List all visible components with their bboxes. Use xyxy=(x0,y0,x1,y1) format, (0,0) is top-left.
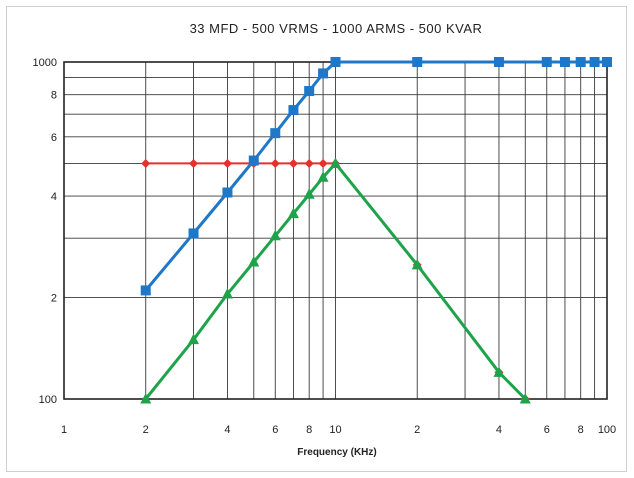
series-line xyxy=(144,161,527,401)
data-point xyxy=(412,57,423,67)
x-tick-label: 6 xyxy=(544,424,550,436)
data-point xyxy=(140,285,151,296)
x-axis: 1 10 100 2 4 6 8 2 4 6 8 xyxy=(61,424,616,436)
data-point xyxy=(304,86,315,97)
data-point xyxy=(222,158,232,168)
data-point xyxy=(519,393,531,404)
chart-frame: 33 MFD - 500 VRMS - 1000 ARMS - 500 KVAR… xyxy=(6,6,627,472)
data-point xyxy=(493,366,505,377)
data-point xyxy=(330,157,341,168)
x-axis-label: Frequency (KHz) xyxy=(297,447,376,458)
data-point xyxy=(411,258,423,270)
x-tick-label: 1 xyxy=(61,424,67,436)
data-point xyxy=(330,57,341,67)
data-point xyxy=(188,333,200,345)
data-point xyxy=(602,57,612,67)
x-tick-label: 6 xyxy=(272,424,278,436)
data-point xyxy=(269,229,281,241)
x-tick-label: 4 xyxy=(224,424,230,436)
data-point xyxy=(221,287,233,299)
x-tick-label: 100 xyxy=(598,424,616,436)
data-point xyxy=(559,57,570,67)
data-point xyxy=(270,128,281,139)
series-line xyxy=(144,60,607,292)
data-point xyxy=(140,393,152,404)
x-tick-label: 8 xyxy=(306,424,312,436)
data-point xyxy=(304,158,314,168)
chart: 33 MFD - 500 VRMS - 1000 ARMS - 500 KVAR… xyxy=(33,21,617,458)
data-point xyxy=(318,158,328,168)
series-1 xyxy=(140,57,612,296)
chart-title: 33 MFD - 500 VRMS - 1000 ARMS - 500 KVAR xyxy=(190,21,483,36)
x-tick-label: 4 xyxy=(496,424,502,436)
series-3 xyxy=(140,157,531,404)
y-tick-label: 8 xyxy=(51,90,57,102)
y-tick-label: 6 xyxy=(51,132,57,144)
data-point xyxy=(270,158,280,168)
series-layer xyxy=(140,57,612,404)
data-point xyxy=(248,155,259,166)
data-point xyxy=(248,255,260,267)
x-tick-label: 2 xyxy=(414,424,420,436)
y-axis: 100 2 4 6 8 1000 xyxy=(33,57,57,406)
data-point xyxy=(189,158,199,168)
data-point xyxy=(288,158,298,168)
data-point xyxy=(575,57,586,67)
y-tick-label: 100 xyxy=(39,394,57,406)
data-point xyxy=(317,171,329,182)
data-point xyxy=(141,158,151,168)
y-tick-label: 2 xyxy=(51,293,57,305)
grid xyxy=(64,62,607,399)
y-tick-label: 1000 xyxy=(33,57,57,69)
x-tick-label: 2 xyxy=(143,424,149,436)
data-point xyxy=(288,105,299,116)
x-tick-label: 10 xyxy=(329,424,341,436)
data-point xyxy=(493,57,504,67)
data-point xyxy=(188,228,199,239)
data-point xyxy=(222,187,233,198)
data-point xyxy=(287,207,299,219)
data-point xyxy=(589,57,600,67)
data-point xyxy=(541,57,552,67)
data-point xyxy=(303,188,315,199)
x-tick-label: 8 xyxy=(578,424,584,436)
y-tick-label: 4 xyxy=(51,191,57,203)
data-point xyxy=(318,68,329,79)
